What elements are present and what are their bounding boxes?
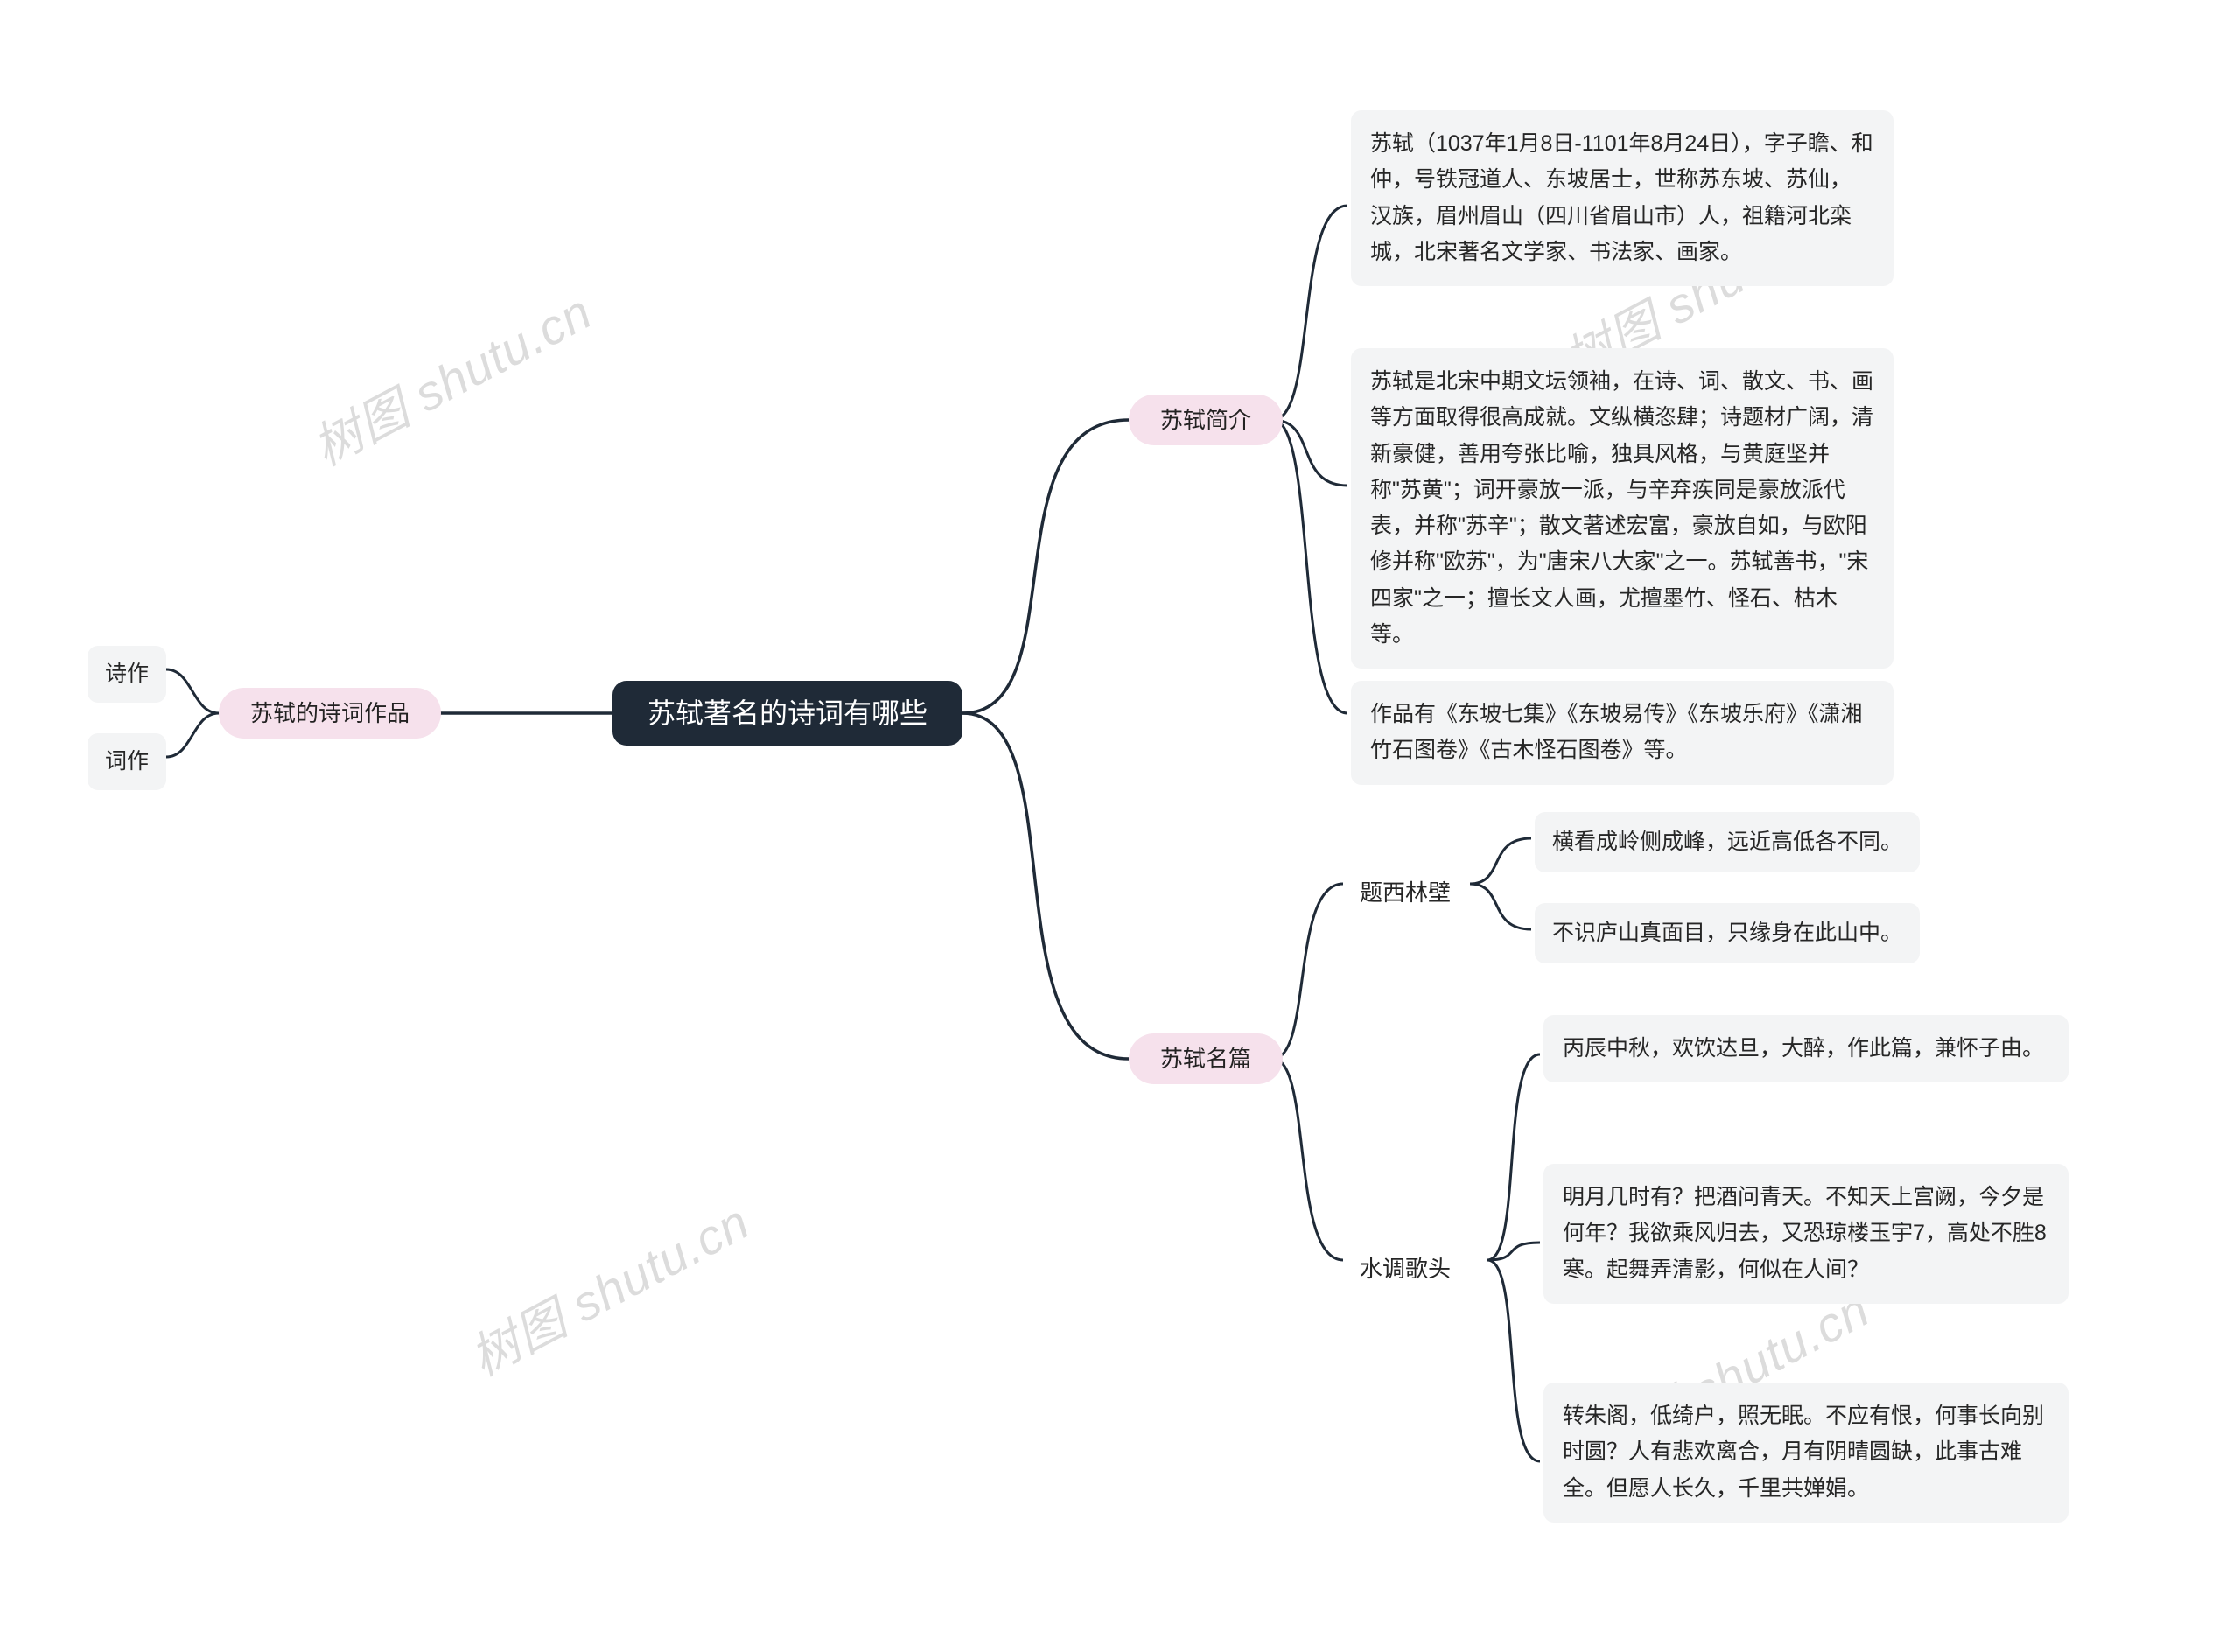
- root-node[interactable]: 苏轼著名的诗词有哪些: [612, 681, 962, 746]
- leaf-sdgt-2[interactable]: 明月几时有？把酒问青天。不知天上宫阙，今夕是何年？我欲乘风归去，又恐琼楼玉宇7，…: [1544, 1164, 2068, 1304]
- mindmap-canvas: { "canvas": { "width": 2560, "height": 1…: [0, 0, 2240, 1652]
- leaf-ci-label: 词作: [105, 744, 149, 780]
- leaf-sdgt-3[interactable]: 转朱阁，低绮户，照无眠。不应有恨，何事长向别时圆？人有悲欢离合，月有阴晴圆缺，此…: [1544, 1382, 2068, 1522]
- watermark: 树图 shutu.cn: [298, 274, 602, 480]
- leaf-achievement-text: 苏轼是北宋中期文坛领袖，在诗、词、散文、书、画等方面取得很高成就。文纵横恣肆；诗…: [1370, 364, 1874, 653]
- leaf-poem[interactable]: 诗作: [88, 646, 166, 703]
- leaf-txlb-1-text: 横看成岭侧成峰，远近高低各不同。: [1552, 824, 1902, 860]
- mid-txlb-label: 题西林壁: [1360, 873, 1451, 912]
- root-label: 苏轼著名的诗词有哪些: [648, 690, 928, 737]
- branch-famous-label: 苏轼名篇: [1160, 1040, 1251, 1078]
- leaf-txlb-1[interactable]: 横看成岭侧成峰，远近高低各不同。: [1535, 812, 1920, 872]
- branch-works[interactable]: 苏轼的诗词作品: [219, 688, 441, 738]
- mid-sdgt[interactable]: 水调歌头: [1348, 1241, 1463, 1297]
- leaf-txlb-2-text: 不识庐山真面目，只缘身在此山中。: [1552, 915, 1902, 951]
- branch-intro-label: 苏轼简介: [1160, 401, 1251, 439]
- leaf-poem-label: 诗作: [105, 656, 149, 692]
- branch-intro[interactable]: 苏轼简介: [1129, 395, 1283, 445]
- leaf-sdgt-3-text: 转朱阁，低绮户，照无眠。不应有恨，何事长向别时圆？人有悲欢离合，月有阴晴圆缺，此…: [1563, 1398, 2049, 1507]
- leaf-works[interactable]: 作品有《东坡七集》《东坡易传》《东坡乐府》《潇湘竹石图卷》《古木怪石图卷》等。: [1351, 681, 1894, 785]
- leaf-sdgt-2-text: 明月几时有？把酒问青天。不知天上宫阙，今夕是何年？我欲乘风归去，又恐琼楼玉宇7，…: [1563, 1180, 2049, 1288]
- leaf-bio[interactable]: 苏轼（1037年1月8日-1101年8月24日），字子瞻、和仲，号铁冠道人、东坡…: [1351, 110, 1894, 286]
- mid-sdgt-label: 水调歌头: [1360, 1250, 1451, 1288]
- leaf-sdgt-1[interactable]: 丙辰中秋，欢饮达旦，大醉，作此篇，兼怀子由。: [1544, 1015, 2068, 1082]
- branch-works-label: 苏轼的诗词作品: [250, 694, 410, 732]
- leaf-bio-text: 苏轼（1037年1月8日-1101年8月24日），字子瞻、和仲，号铁冠道人、东坡…: [1370, 126, 1874, 270]
- leaf-achievement[interactable]: 苏轼是北宋中期文坛领袖，在诗、词、散文、书、画等方面取得很高成就。文纵横恣肆；诗…: [1351, 348, 1894, 668]
- branch-famous[interactable]: 苏轼名篇: [1129, 1033, 1283, 1084]
- mid-txlb[interactable]: 题西林壁: [1348, 864, 1463, 920]
- watermark: 树图 shutu.cn: [456, 1184, 760, 1390]
- leaf-txlb-2[interactable]: 不识庐山真面目，只缘身在此山中。: [1535, 903, 1920, 963]
- leaf-works-text: 作品有《东坡七集》《东坡易传》《东坡乐府》《潇湘竹石图卷》《古木怪石图卷》等。: [1370, 696, 1874, 769]
- leaf-ci[interactable]: 词作: [88, 733, 166, 790]
- leaf-sdgt-1-text: 丙辰中秋，欢饮达旦，大醉，作此篇，兼怀子由。: [1563, 1031, 2044, 1067]
